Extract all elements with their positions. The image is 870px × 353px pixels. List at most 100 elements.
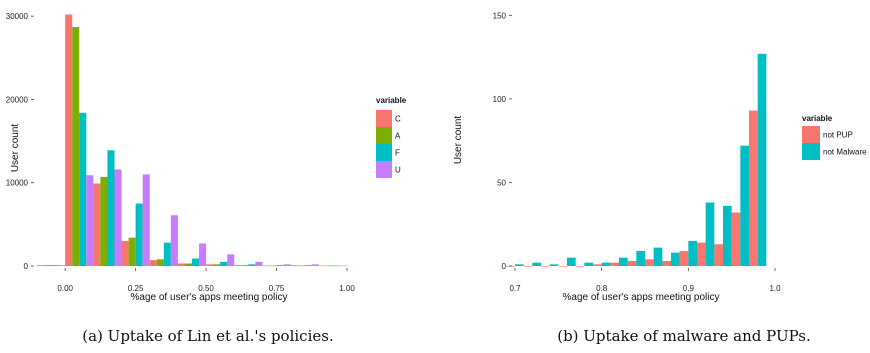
chart-a-bar	[135, 203, 143, 266]
chart-b-bar	[584, 262, 593, 266]
chart-b-bar	[653, 247, 663, 266]
chart-a-bar	[79, 112, 87, 267]
chart-a-bar	[304, 265, 312, 266]
chart-b-legend-key	[802, 126, 820, 143]
chart-b-bar	[610, 262, 619, 266]
chart-b-bar	[549, 264, 559, 266]
chart-a-bar	[51, 265, 59, 266]
chart-b-bar	[723, 205, 732, 266]
chart-a-bar	[128, 237, 136, 266]
chart-a-bar	[262, 265, 270, 267]
chart-b-bar	[567, 257, 576, 266]
chart-a-x-ticks: 0.00 0.25 0.50 0.75 1.00	[57, 268, 355, 293]
chart-a-bars	[37, 14, 347, 267]
chart-a-bar	[339, 265, 347, 267]
chart-a-legend-key	[376, 110, 392, 127]
chart-a-bar	[170, 215, 178, 266]
chart-a-bar	[318, 265, 326, 267]
chart-a-legend-key	[376, 161, 392, 178]
chart-b: 0.7 0.8 0.9 1.0 0 50 100 150 %age of user's ap…	[453, 11, 867, 345]
chart-b-legend: variable not PUP not Malware	[802, 114, 867, 160]
chart-a-bar	[107, 150, 115, 266]
chart-b-legend-label: not Malware	[823, 148, 867, 157]
chart-a-bar	[276, 265, 284, 266]
chart-a-bar	[86, 175, 94, 266]
chart-a-legend-label: C	[395, 115, 401, 124]
chart-a-bar	[192, 258, 200, 266]
chart-a-bar	[93, 183, 101, 266]
chart-a-bar	[37, 265, 45, 266]
chart-b-bar	[558, 266, 567, 267]
chart-a-caption: (a) Uptake of Lin et al.'s policies.	[82, 327, 333, 345]
chart-a-bar	[297, 265, 305, 267]
chart-b-bar	[645, 259, 654, 266]
chart-a-bar	[234, 265, 242, 266]
chart-a-y-ticks: 0 10000 20000 30000	[6, 12, 34, 271]
chart-a-legend-label: U	[395, 166, 401, 175]
chart-a-bar	[114, 169, 122, 266]
chart-a-bar	[206, 264, 214, 266]
chart-b-legend-key	[802, 143, 820, 160]
chart-b-caption: (b) Uptake of malware and PUPs.	[557, 327, 811, 345]
chart-b-y-tick-label: 100	[493, 95, 507, 104]
chart-b-bar	[541, 266, 550, 267]
chart-a-legend-label: F	[395, 149, 400, 158]
chart-b-bar	[697, 242, 706, 266]
chart-b-bar	[740, 145, 749, 266]
chart-a-bar	[248, 264, 256, 266]
chart-b-bar	[593, 264, 602, 266]
chart-a-legend-key	[376, 127, 392, 144]
chart-b-bar	[636, 250, 645, 266]
chart-a-legend-label: A	[395, 132, 401, 141]
chart-a-y-axis-label: User count	[10, 124, 21, 173]
chart-a-bar	[58, 265, 66, 266]
chart-a: 0.00 0.25 0.50 0.75 1.00 0 10000 20000 30000 %a…	[6, 12, 407, 345]
chart-b-bar	[705, 202, 715, 266]
chart-a-bar	[44, 265, 52, 266]
chart-b-y-ticks: 0 50 100 150	[493, 11, 512, 271]
chart-a-bar	[121, 241, 129, 266]
chart-b-x-tick-label: 0.7	[509, 284, 521, 293]
chart-a-x-tick-label: 0.75	[269, 284, 285, 293]
chart-a-y-tick-label: 0	[24, 262, 29, 271]
chart-b-bar	[515, 264, 524, 266]
chart-a-bar	[241, 265, 249, 266]
chart-b-x-tick-label: 1.0	[769, 284, 781, 293]
chart-a-bar	[177, 263, 185, 266]
chart-a-x-tick-label: 1.00	[339, 284, 355, 293]
chart-b-bar	[575, 266, 585, 267]
chart-a-legend-key	[376, 144, 392, 161]
chart-b-bar	[688, 240, 697, 266]
chart-b-x-ticks: 0.7 0.8 0.9 1.0	[509, 268, 781, 293]
chart-a-bar	[332, 265, 340, 267]
chart-a-bar	[311, 264, 319, 266]
chart-a-bar	[156, 259, 164, 266]
chart-a-bar	[142, 174, 150, 266]
chart-a-bar	[65, 14, 73, 266]
chart-a-bar	[290, 265, 298, 266]
chart-a-bar	[283, 264, 291, 266]
chart-b-bar	[749, 110, 758, 266]
chart-a-bar	[227, 254, 235, 266]
chart-a-x-tick-label: 0.25	[128, 284, 144, 293]
chart-b-bar	[662, 260, 671, 266]
chart-b-x-tick-label: 0.8	[596, 284, 608, 293]
chart-b-y-axis-label: User count	[453, 116, 464, 165]
chart-b-bar	[523, 266, 533, 267]
chart-b-y-tick-label: 0	[502, 262, 507, 271]
chart-a-x-tick-label: 0.00	[57, 284, 73, 293]
chart-a-bar	[213, 264, 221, 266]
chart-a-x-axis-label: %age of user's apps meeting policy	[131, 292, 288, 303]
chart-b-y-tick-label: 150	[493, 11, 507, 20]
chart-a-bar	[255, 261, 263, 266]
chart-a-bar	[199, 243, 207, 266]
chart-b-bar	[671, 252, 680, 266]
chart-a-bar	[163, 242, 171, 266]
chart-a-x-tick-label: 0.50	[198, 284, 214, 293]
chart-a-bar	[149, 260, 157, 266]
chart-b-bar	[679, 250, 689, 266]
chart-a-legend-title: variable	[376, 96, 407, 105]
chart-a-y-tick-label: 20000	[6, 95, 29, 104]
